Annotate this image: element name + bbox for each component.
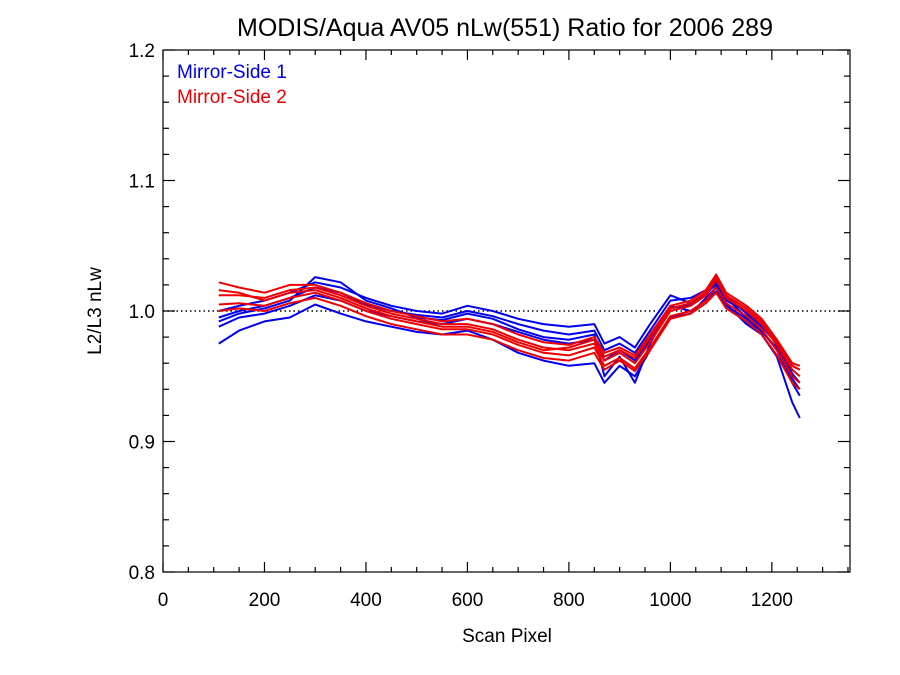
- series-line-9: [218, 276, 801, 371]
- y-tick-label: 1.1: [129, 172, 155, 193]
- y-tick-label: 0.9: [129, 433, 155, 454]
- x-axis-label: Scan Pixel: [462, 626, 552, 647]
- y-tick-label: 1.0: [129, 302, 155, 323]
- x-tick-label: 800: [553, 590, 585, 611]
- x-tick-label: 400: [350, 590, 382, 611]
- series-line-10: [218, 291, 801, 391]
- chart-title: MODIS/Aqua AV05 nLw(551) Ratio for 2006 …: [237, 14, 773, 42]
- series-line-8: [218, 286, 801, 384]
- y-axis-label: L2/L3 nLw: [85, 267, 106, 355]
- plot-area: [163, 273, 850, 419]
- series-line-5: [218, 276, 801, 390]
- series-line-7: [218, 273, 801, 367]
- x-tick-label: 0: [158, 590, 169, 611]
- legend-item-mirror-side-1: Mirror-Side 1: [177, 62, 287, 83]
- legend: Mirror-Side 1 Mirror-Side 2: [177, 62, 287, 108]
- series-line-4: [218, 281, 801, 371]
- y-tick-label: 0.8: [129, 563, 155, 584]
- x-tick-label: 1000: [649, 590, 691, 611]
- axis-ticks: 0 200 400 600 800 1000 1200 0.8 0.9 1.0 1.1 1.2: [129, 41, 850, 611]
- x-tick-label: 1200: [751, 590, 793, 611]
- y-tick-label: 1.2: [129, 41, 155, 62]
- legend-item-mirror-side-2: Mirror-Side 2: [177, 87, 287, 108]
- series-line-6: [218, 278, 801, 378]
- x-tick-label: 200: [249, 590, 281, 611]
- series-line-1: [218, 286, 801, 419]
- x-tick-label: 600: [452, 590, 484, 611]
